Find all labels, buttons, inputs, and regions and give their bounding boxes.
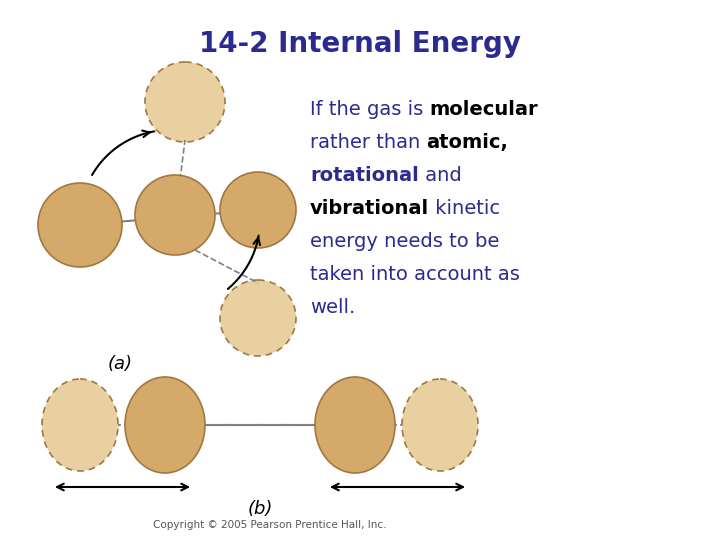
Text: and: and [419, 166, 462, 185]
Text: atomic,: atomic, [426, 133, 508, 152]
Text: If the gas is: If the gas is [310, 100, 430, 119]
Ellipse shape [38, 183, 122, 267]
Ellipse shape [135, 175, 215, 255]
Text: Copyright © 2005 Pearson Prentice Hall, Inc.: Copyright © 2005 Pearson Prentice Hall, … [153, 520, 387, 530]
Text: energy needs to be: energy needs to be [310, 232, 500, 251]
Text: 14-2 Internal Energy: 14-2 Internal Energy [199, 30, 521, 58]
Ellipse shape [220, 172, 296, 248]
Ellipse shape [220, 280, 296, 356]
Text: (b): (b) [247, 500, 273, 518]
Text: rather than: rather than [310, 133, 426, 152]
Text: kinetic: kinetic [429, 199, 500, 218]
Ellipse shape [402, 379, 478, 471]
Ellipse shape [125, 377, 205, 473]
Text: (a): (a) [107, 355, 132, 373]
Ellipse shape [315, 377, 395, 473]
Text: molecular: molecular [430, 100, 538, 119]
Ellipse shape [145, 62, 225, 142]
Ellipse shape [42, 379, 118, 471]
Text: taken into account as: taken into account as [310, 265, 520, 284]
Text: rotational: rotational [310, 166, 419, 185]
Text: well.: well. [310, 298, 355, 317]
Text: vibrational: vibrational [310, 199, 429, 218]
